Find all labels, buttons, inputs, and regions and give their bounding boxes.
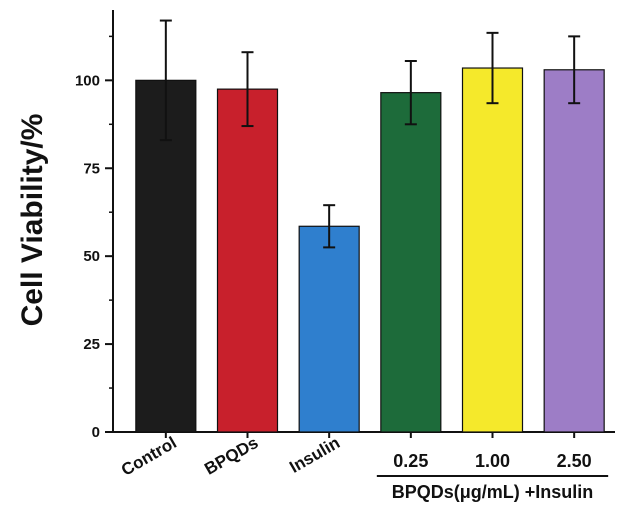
x-tick-label: 0.25 xyxy=(393,451,428,471)
x-tick-label: 1.00 xyxy=(475,451,510,471)
x-tick-label: Control xyxy=(118,433,180,480)
group-label: BPQDs(μg/mL) +Insulin xyxy=(392,482,594,502)
x-tick-label: Insulin xyxy=(286,433,343,477)
bar-insulin xyxy=(298,225,360,433)
bar-0-25 xyxy=(380,92,442,433)
y-tick-label: 25 xyxy=(83,336,100,353)
y-axis-label: Cell Viability/% xyxy=(16,114,49,327)
y-tick-label: 50 xyxy=(83,248,100,265)
x-tick-label: 2.50 xyxy=(557,451,592,471)
bars xyxy=(135,19,605,433)
bar-bpqds xyxy=(216,88,279,433)
axes xyxy=(105,10,615,477)
y-tick-label: 75 xyxy=(83,160,100,177)
bar-1-00 xyxy=(461,67,524,433)
y-tick-label: 100 xyxy=(75,72,100,89)
x-tick-label: BPQDs xyxy=(201,433,261,479)
bar-2-50 xyxy=(543,69,605,433)
y-tick-label: 0 xyxy=(92,424,100,441)
